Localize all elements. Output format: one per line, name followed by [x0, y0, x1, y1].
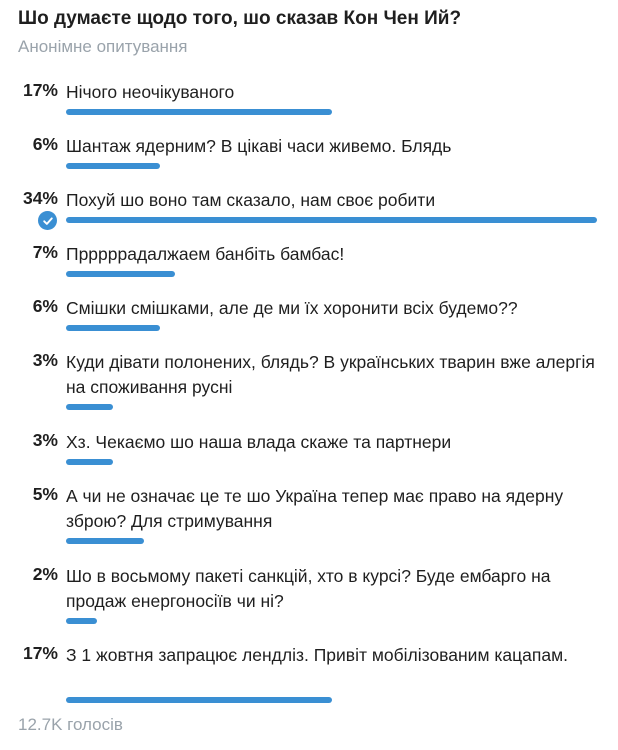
option-percent: 17% [22, 80, 58, 100]
option-result-bar [66, 325, 160, 331]
option-percent: 5% [32, 484, 58, 504]
option-result-bar [66, 618, 97, 624]
check-icon [38, 211, 57, 230]
poll-question: Шо думаєте щодо того, шо сказав Кон Чен … [18, 8, 462, 29]
option-label: А чи не означає це те шо Україна тепер м… [66, 486, 564, 531]
option-label: Смішки смішками, але де ми їх хоронити в… [66, 298, 518, 318]
option-result-bar [66, 271, 175, 277]
option-percent: 7% [32, 242, 58, 262]
poll-type-label: Анонімне опитування [18, 37, 188, 56]
option-percent: 2% [32, 564, 58, 584]
option-result-bar [66, 217, 597, 223]
option-result-bar [66, 163, 160, 169]
option-label: Прррррадалжаем банбіть бамбас! [66, 244, 345, 264]
option-percent: 6% [32, 296, 58, 316]
option-percent: 34% [22, 188, 58, 208]
option-label: Шо в восьмому пакеті санкцій, хто в курс… [66, 566, 551, 611]
option-result-bar [66, 697, 332, 703]
option-label: З 1 жовтня запрацює лендліз. Привіт мобі… [66, 645, 568, 665]
option-percent: 6% [32, 134, 58, 154]
option-percent: 3% [32, 350, 58, 370]
option-label: Куди дівати полонених, блядь? В українсь… [66, 352, 595, 397]
option-result-bar [66, 404, 113, 410]
option-result-bar [66, 109, 332, 115]
total-votes[interactable]: 12.7K голосів [18, 715, 123, 734]
option-label: Шантаж ядерним? В цікаві часи живемо. Бл… [66, 136, 452, 156]
option-label: Похуй шо воно там сказало, нам своє роби… [66, 190, 436, 210]
option-result-bar [66, 459, 113, 465]
option-label: Нічого неочікуваного [66, 82, 235, 102]
option-percent: 17% [22, 643, 58, 663]
option-label: Хз. Чекаємо шо наша влада скаже та партн… [66, 432, 452, 452]
option-percent: 3% [32, 430, 58, 450]
option-result-bar [66, 538, 144, 544]
